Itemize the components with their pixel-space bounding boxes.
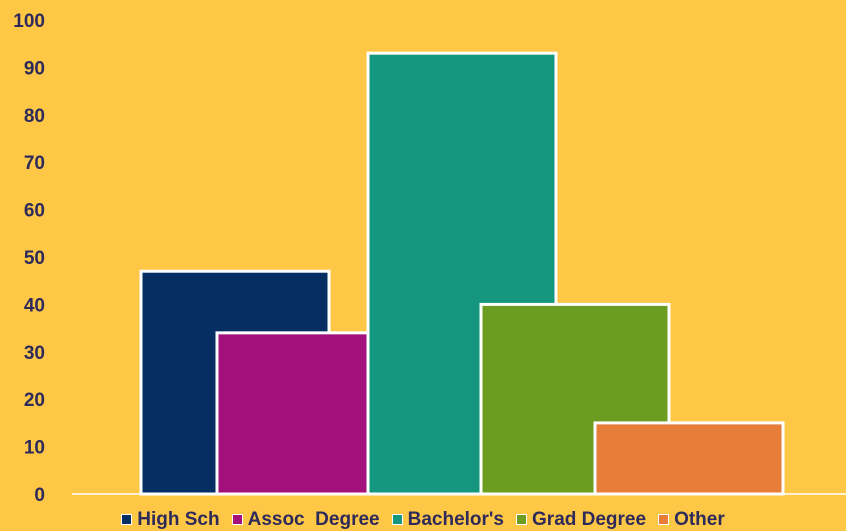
y-tick-label: 100 <box>13 11 45 32</box>
y-tick-label: 50 <box>24 248 45 269</box>
legend-swatch <box>391 514 403 525</box>
legend-label: Bachelor's <box>407 509 505 530</box>
y-tick-label: 20 <box>24 390 45 411</box>
y-tick-label: 30 <box>24 343 45 364</box>
y-tick-label: 70 <box>24 153 45 174</box>
legend-item: Bachelor's <box>391 509 505 530</box>
y-tick-label: 10 <box>24 438 45 459</box>
legend-item: Other <box>658 510 725 529</box>
legend-label: Grad Degree <box>532 509 647 530</box>
chart-legend: High Sch Assoc Degree Bachelor's Grad Degre… <box>0 508 846 531</box>
legend-swatch <box>658 514 670 525</box>
legend-swatch <box>121 514 133 525</box>
legend-label: High Sch <box>137 509 220 530</box>
y-tick-label: 0 <box>34 485 45 506</box>
legend-item: Grad Degree <box>516 510 646 529</box>
y-tick-label: 40 <box>24 295 45 316</box>
y-tick-label: 90 <box>24 58 45 79</box>
legend-label: Assoc Degree <box>247 509 380 530</box>
legend-item: Assoc Degree <box>231 509 380 530</box>
legend-swatch <box>231 514 243 525</box>
legend-swatch <box>516 514 528 525</box>
y-tick-label: 60 <box>24 201 45 222</box>
y-tick-label: 80 <box>24 106 45 127</box>
legend-item: High Sch <box>121 509 220 530</box>
bar <box>593 421 785 496</box>
legend-label: Other <box>674 509 725 530</box>
